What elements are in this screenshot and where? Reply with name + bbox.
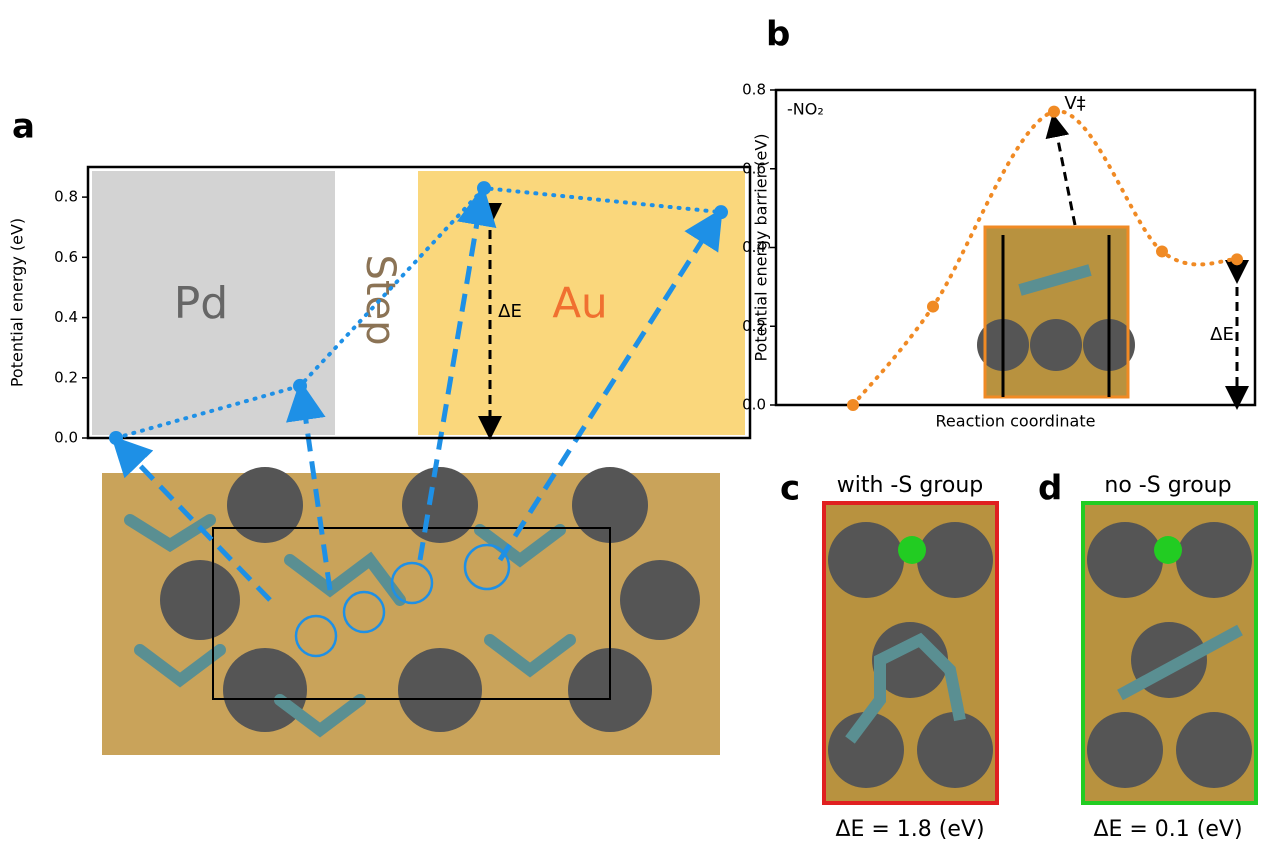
y-axis-label: Potential energy barrier (eV): [752, 133, 771, 361]
data-point: [293, 378, 307, 393]
image-c: [822, 501, 999, 805]
data-point: [714, 205, 728, 220]
y-axis-label: Potential energy (eV): [8, 218, 27, 387]
region-label: Au: [552, 279, 607, 328]
annotation: ΔE: [1210, 324, 1234, 345]
panel-letter: c: [780, 469, 800, 509]
image-d: [1081, 501, 1258, 805]
y-tick-label: 0.4: [742, 238, 766, 256]
surface-image: [102, 467, 720, 755]
data-point: [109, 431, 123, 445]
y-tick-label: 0.2: [742, 317, 766, 335]
data-point: [1156, 245, 1168, 258]
barrier-arrow: [1045, 113, 1077, 226]
inset-image: [977, 225, 1135, 399]
image-title: with -S group: [837, 473, 983, 498]
annotation: ΔE: [498, 301, 522, 322]
data-point: [1048, 105, 1060, 118]
y-tick-label: 0.6: [54, 248, 78, 266]
annotation: -NO₂: [787, 100, 824, 119]
plot-frame: [774, 88, 1257, 407]
connector-arrows: [111, 185, 723, 602]
image-caption: ΔE = 0.1 (eV): [1093, 817, 1242, 842]
data-point: [847, 399, 859, 411]
x-axis-label: Reaction coordinate: [936, 412, 1096, 431]
data-point: [927, 300, 939, 313]
y-tick-label: 0.6: [742, 159, 766, 177]
y-tick-label: 0.4: [54, 308, 78, 326]
image-caption: ΔE = 1.8 (eV): [835, 817, 984, 842]
image-title: no -S group: [1104, 473, 1231, 498]
region-label: Pd: [174, 278, 228, 329]
y-tick-label: 0.0: [54, 429, 78, 447]
annotation: V‡: [1064, 93, 1085, 114]
data-line: [851, 109, 1239, 407]
y-tick-label: 0.0: [742, 396, 766, 414]
panel-letter: d: [1038, 469, 1062, 509]
y-tick-label: 0.8: [54, 188, 78, 206]
panel-letter: b: [766, 15, 790, 55]
data-point: [1231, 253, 1243, 266]
plot-frame: [86, 165, 752, 440]
y-tick-label: 0.8: [742, 81, 766, 99]
y-tick-label: 0.2: [54, 368, 78, 386]
panel-letter: a: [12, 107, 35, 147]
data-point: [477, 181, 491, 196]
data-line: [114, 185, 723, 440]
